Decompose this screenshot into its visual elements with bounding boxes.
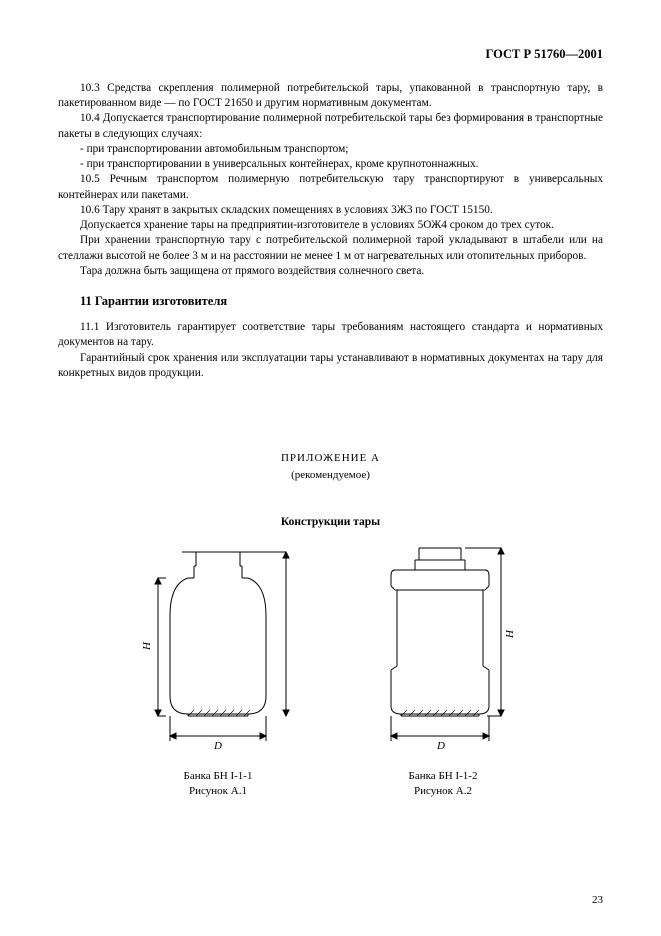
fig1-label-h: H [141, 641, 153, 651]
fig2-caption-2: Рисунок А.2 [361, 784, 526, 798]
para-10-4: 10.4 Допускается транспортирование полим… [58, 111, 603, 142]
page-number: 23 [592, 894, 603, 906]
figure-a2: H D Банка БН I-1-2 Рисунок А.2 [361, 546, 526, 798]
fig2-caption-1: Банка БН I-1-2 [361, 769, 526, 783]
para-10-4-a: - при транспортировании автомобильным тр… [58, 142, 603, 157]
para-11-1b: Гарантийный срок хранения или эксплуатац… [58, 351, 603, 382]
figures-row: H D Банка БН I-1-1 Рисунок А.1 [58, 546, 603, 798]
para-10-3: 10.3 Средства скрепления полимерной потр… [58, 81, 603, 112]
fig1-caption-2: Рисунок А.1 [136, 784, 301, 798]
para-10-6-c: При хранении транспортную тару с потреби… [58, 233, 603, 264]
para-11-1: 11.1 Изготовитель гарантирует соответств… [58, 320, 603, 351]
para-10-4-b: - при транспортировании в универсальных … [58, 157, 603, 172]
para-10-6: 10.6 Тару хранят в закрытых складских по… [58, 203, 603, 218]
fig1-caption-1: Банка БН I-1-1 [136, 769, 301, 783]
annex-title: ПРИЛОЖЕНИЕ А [58, 451, 603, 466]
annex-heading: Конструкции тары [58, 515, 603, 531]
fig1-label-d: D [213, 740, 222, 752]
figure-a2-svg: H D [361, 546, 526, 756]
annex-subtitle: (рекомендуемое) [58, 468, 603, 483]
figure-a1: H D Банка БН I-1-1 Рисунок А.1 [136, 546, 301, 798]
doc-standard-number: ГОСТ Р 51760—2001 [58, 46, 603, 63]
fig2-label-d: D [436, 740, 445, 752]
section-11-title: 11 Гарантии изготовителя [58, 293, 603, 310]
figure-a1-svg: H D [136, 546, 301, 756]
para-10-5: 10.5 Речным транспортом полимерную потре… [58, 172, 603, 203]
para-10-6-b: Допускается хранение тары на предприятии… [58, 218, 603, 233]
para-10-6-d: Тара должна быть защищена от прямого воз… [58, 264, 603, 279]
fig2-label-h: H [504, 629, 516, 639]
